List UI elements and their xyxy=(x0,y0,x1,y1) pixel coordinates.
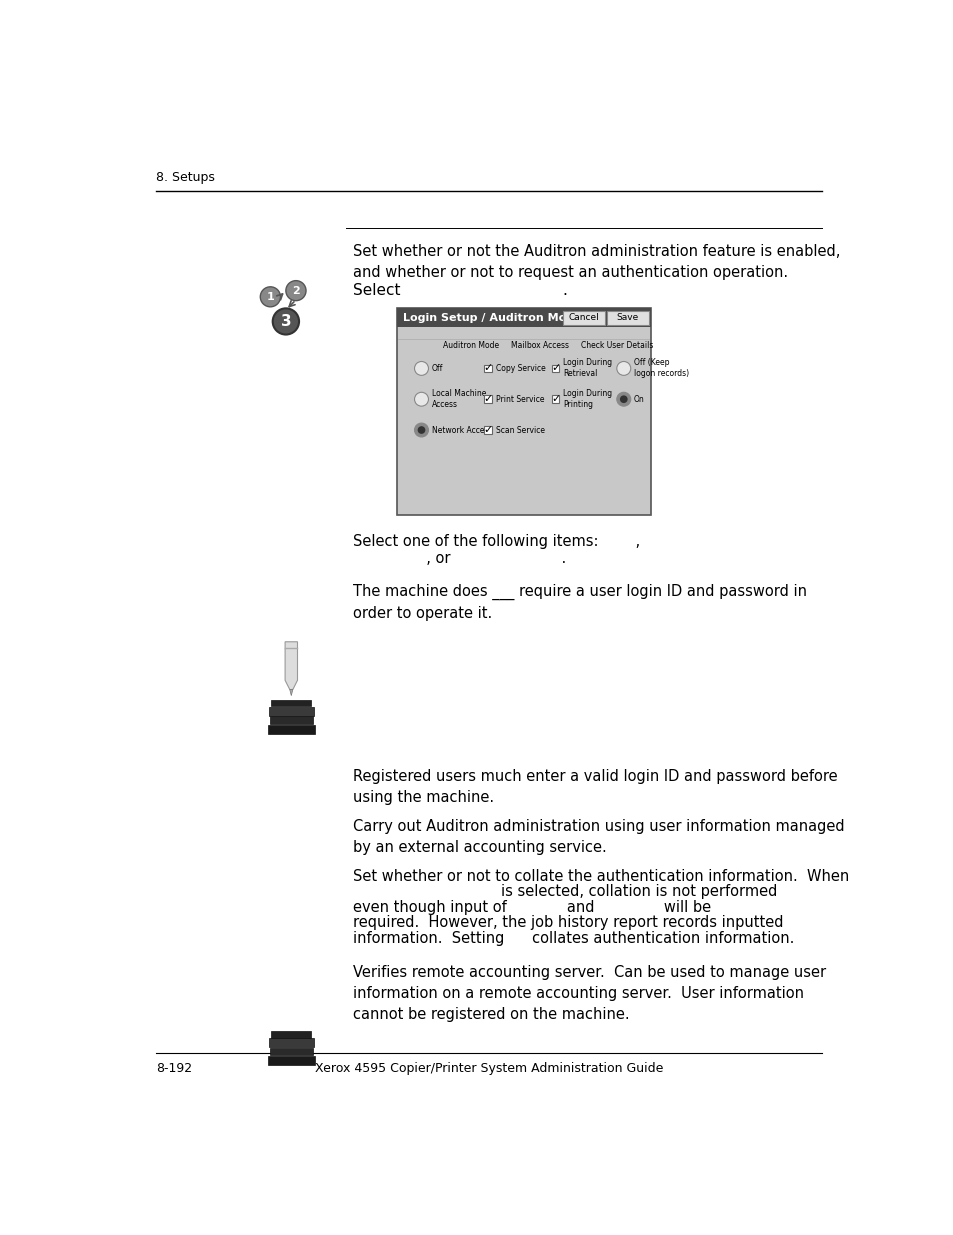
Circle shape xyxy=(617,362,630,375)
FancyBboxPatch shape xyxy=(269,708,314,716)
Circle shape xyxy=(417,426,425,433)
Text: Login Setup / Auditron Mode: Login Setup / Auditron Mode xyxy=(402,312,581,322)
Text: is selected, collation is not performed: is selected, collation is not performed xyxy=(353,884,777,899)
Text: Check User Details: Check User Details xyxy=(580,341,653,350)
Text: Save: Save xyxy=(616,314,639,322)
Text: ✓: ✓ xyxy=(550,394,559,404)
FancyBboxPatch shape xyxy=(562,311,604,325)
Text: 8. Setups: 8. Setups xyxy=(155,170,214,184)
Text: Network Access: Network Access xyxy=(431,426,492,435)
Text: .: . xyxy=(562,283,567,298)
Text: Copy Service: Copy Service xyxy=(496,364,545,373)
Text: Set whether or not to collate the authentication information.  When: Set whether or not to collate the authen… xyxy=(353,869,849,884)
Text: Off: Off xyxy=(431,364,442,373)
FancyBboxPatch shape xyxy=(268,725,314,734)
Polygon shape xyxy=(285,642,297,689)
Text: 8-192: 8-192 xyxy=(155,1062,192,1076)
Polygon shape xyxy=(290,689,293,695)
Circle shape xyxy=(260,287,280,306)
FancyBboxPatch shape xyxy=(269,1039,314,1047)
Text: Auditron Mode: Auditron Mode xyxy=(443,341,498,350)
Text: ✓: ✓ xyxy=(483,363,493,373)
Text: required.  However, the job history report records inputted: required. However, the job history repor… xyxy=(353,915,783,930)
Text: Scan Service: Scan Service xyxy=(496,426,544,435)
Text: 3: 3 xyxy=(280,314,291,329)
Text: Cancel: Cancel xyxy=(568,314,599,322)
Text: Print Service: Print Service xyxy=(496,395,544,404)
Text: Set whether or not the Auditron administration feature is enabled,
and whether o: Set whether or not the Auditron administ… xyxy=(353,245,840,280)
FancyBboxPatch shape xyxy=(271,1031,311,1037)
FancyBboxPatch shape xyxy=(396,309,650,515)
Text: Off (Keep
logon records): Off (Keep logon records) xyxy=(633,358,688,378)
FancyBboxPatch shape xyxy=(271,699,311,706)
Circle shape xyxy=(273,309,298,335)
FancyBboxPatch shape xyxy=(484,395,492,403)
FancyBboxPatch shape xyxy=(484,364,492,372)
Text: Carry out Auditron administration using user information managed
by an external : Carry out Auditron administration using … xyxy=(353,819,844,855)
Text: Local Machine
Access: Local Machine Access xyxy=(431,389,485,409)
Text: Verifies remote accounting server.  Can be used to manage user
information on a : Verifies remote accounting server. Can b… xyxy=(353,966,825,1023)
Text: ✓: ✓ xyxy=(550,363,559,373)
Text: On: On xyxy=(633,395,644,404)
Text: , or                        .: , or . xyxy=(380,551,566,566)
Text: information.  Setting      collates authentication information.: information. Setting collates authentica… xyxy=(353,930,794,946)
Circle shape xyxy=(415,362,428,375)
Text: ✓: ✓ xyxy=(483,425,493,435)
FancyBboxPatch shape xyxy=(270,1047,313,1055)
FancyBboxPatch shape xyxy=(551,364,558,372)
FancyBboxPatch shape xyxy=(606,311,648,325)
FancyBboxPatch shape xyxy=(268,1056,314,1066)
FancyBboxPatch shape xyxy=(551,395,558,403)
Text: Login During
Printing: Login During Printing xyxy=(562,389,612,409)
Text: Registered users much enter a valid login ID and password before
using the machi: Registered users much enter a valid logi… xyxy=(353,769,837,805)
Text: 1: 1 xyxy=(266,291,274,301)
Circle shape xyxy=(415,424,428,437)
Text: Select: Select xyxy=(353,283,400,298)
Text: ✓: ✓ xyxy=(483,394,493,404)
Text: Mailbox Access: Mailbox Access xyxy=(511,341,569,350)
Text: Login During
Retrieval: Login During Retrieval xyxy=(562,358,612,378)
Text: even though input of             and               will be: even though input of and will be xyxy=(353,900,711,915)
Text: 2: 2 xyxy=(292,285,299,295)
Circle shape xyxy=(617,393,630,406)
Circle shape xyxy=(286,280,306,300)
FancyBboxPatch shape xyxy=(396,309,650,327)
Text: The machine does ___ require a user login ID and password in
order to operate it: The machine does ___ require a user logi… xyxy=(353,584,806,621)
Text: Xerox 4595 Copier/Printer System Administration Guide: Xerox 4595 Copier/Printer System Adminis… xyxy=(314,1062,662,1076)
Text: Select one of the following items:        ,: Select one of the following items: , xyxy=(353,534,639,550)
FancyBboxPatch shape xyxy=(484,426,492,433)
FancyBboxPatch shape xyxy=(270,716,313,724)
Circle shape xyxy=(619,395,627,403)
Circle shape xyxy=(415,393,428,406)
